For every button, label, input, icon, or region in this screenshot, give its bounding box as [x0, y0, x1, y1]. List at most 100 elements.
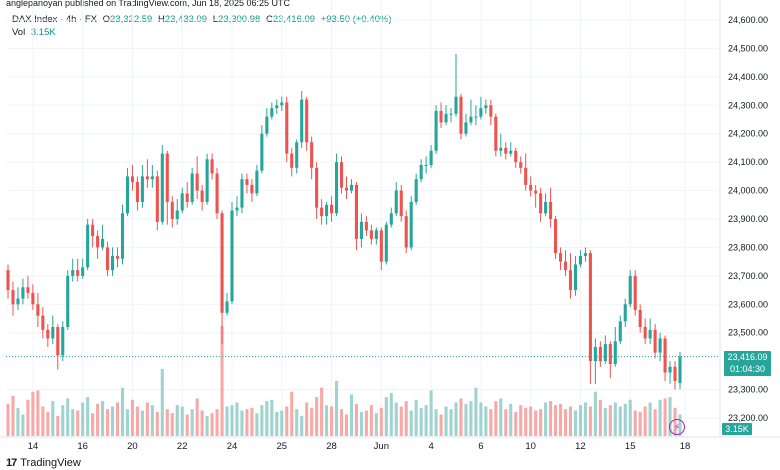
- candle-body: [220, 213, 224, 313]
- candle-body: [300, 99, 304, 143]
- candle-body: [509, 150, 513, 154]
- y-tick-label: 23,500.00: [728, 328, 768, 338]
- volume-bar: [633, 410, 637, 436]
- candle-body: [200, 190, 204, 202]
- volume-bar: [86, 397, 90, 436]
- candle-body: [339, 162, 344, 188]
- candle-body: [593, 346, 597, 362]
- candle-body: [404, 216, 408, 248]
- volume-bar: [429, 390, 433, 436]
- volume-bar: [539, 409, 543, 436]
- volume-bar: [439, 414, 443, 436]
- candle-body: [190, 173, 194, 202]
- candle-body: [583, 253, 587, 256]
- candle-body: [459, 96, 463, 134]
- candle-body: [424, 164, 428, 166]
- candle-body: [46, 329, 50, 339]
- volume-bar: [120, 387, 125, 436]
- volume-bar: [295, 409, 299, 436]
- volume-bar: [26, 399, 30, 436]
- candle-body: [36, 304, 40, 316]
- volume-bar: [618, 406, 622, 436]
- volume-bar: [260, 405, 264, 436]
- volume-bar: [514, 411, 518, 436]
- volume-bar: [628, 399, 632, 436]
- volume-bar: [155, 411, 159, 436]
- volume-bar: [509, 403, 513, 436]
- candle-body: [429, 150, 433, 165]
- volume-bar: [444, 406, 448, 436]
- candle-body: [349, 184, 354, 191]
- candle-body: [305, 99, 309, 143]
- volume-bar: [200, 410, 204, 436]
- candle-body: [479, 108, 483, 117]
- candle-body: [489, 105, 493, 117]
- volume-bar: [369, 405, 373, 436]
- candle-body: [484, 105, 488, 109]
- volume-bar: [130, 399, 134, 436]
- candle-body: [648, 329, 652, 339]
- volume-bar: [349, 394, 354, 436]
- volume-bar: [573, 410, 578, 436]
- tradingview-logo-icon: 17: [6, 457, 17, 469]
- volume-bar: [424, 405, 428, 436]
- candle-body: [325, 204, 329, 217]
- volume-bar: [384, 397, 388, 436]
- x-tick-label: 6: [478, 441, 483, 452]
- candle-body: [384, 224, 388, 262]
- volume-bar: [524, 407, 528, 436]
- volume-bar: [41, 406, 45, 436]
- volume-bar: [115, 402, 120, 436]
- candle-body: [359, 221, 363, 239]
- last-price-tag: 23,416.09 01:04:30: [724, 351, 771, 376]
- candle-body: [658, 338, 662, 353]
- volume-bar: [613, 402, 617, 436]
- candle-body: [344, 187, 349, 191]
- y-tick-label: 24,200.00: [728, 129, 768, 139]
- y-tick-label: 24,300.00: [728, 100, 768, 110]
- candle-body: [563, 261, 568, 271]
- last-price-value: 23,416.09: [727, 352, 768, 362]
- volume-bar: [364, 410, 368, 436]
- candle-body: [554, 219, 558, 254]
- candle-body: [175, 210, 179, 219]
- candle-body: [369, 230, 373, 239]
- lightning-icon[interactable]: ⚡: [669, 419, 685, 435]
- candle-body: [603, 344, 607, 362]
- candle-body: [608, 344, 612, 364]
- candle-body: [235, 207, 239, 211]
- candle-body: [578, 255, 582, 265]
- candle-body: [524, 167, 528, 185]
- candle-body: [205, 159, 209, 202]
- volume-bar: [125, 409, 130, 436]
- volume-bar: [554, 405, 558, 436]
- volume-bar: [504, 409, 508, 436]
- y-tick-label: 24,100.00: [728, 157, 768, 167]
- volume-bar: [110, 406, 115, 436]
- candle-body: [120, 213, 125, 259]
- volume-bar: [449, 409, 453, 436]
- volume-bar: [374, 413, 378, 436]
- volume-bar: [190, 409, 194, 436]
- volume-bar: [310, 407, 314, 436]
- volume-bar: [76, 410, 80, 436]
- candle-body: [51, 327, 55, 339]
- candle-body: [494, 116, 498, 151]
- volume-bar: [185, 414, 189, 436]
- candle-body: [638, 309, 642, 328]
- volume-bar: [160, 368, 164, 436]
- volume-bar: [379, 407, 383, 436]
- vol-label[interactable]: Vol: [12, 27, 26, 38]
- volume-bar: [484, 406, 488, 436]
- candle-body: [86, 224, 90, 268]
- volume-bar: [489, 409, 493, 436]
- candle-body: [504, 147, 508, 154]
- candle-body: [623, 304, 627, 322]
- y-tick-label: 23,300.00: [728, 385, 768, 395]
- candle-body: [245, 179, 249, 185]
- candle-body: [160, 153, 164, 222]
- x-tick-label: 25: [276, 441, 287, 452]
- candle-body: [668, 366, 672, 373]
- volume-bar: [150, 405, 154, 436]
